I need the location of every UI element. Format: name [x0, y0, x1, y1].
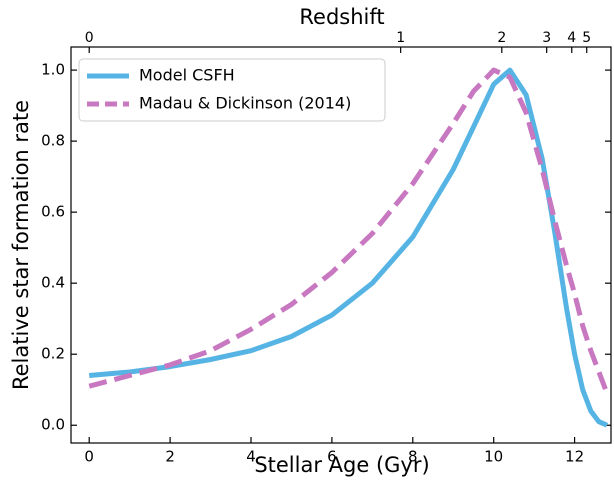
x-tick-label: 0 [84, 448, 94, 466]
x-tick-label: 6 [327, 448, 337, 466]
x-tick-label: 4 [246, 448, 256, 466]
x-tick-label: 8 [408, 448, 418, 466]
y-axis-label: Relative star formation rate [9, 100, 33, 390]
x-tick-label: 12 [565, 448, 584, 466]
y-tick-label: 0.4 [41, 274, 65, 292]
x2-tick-label: 1 [396, 30, 405, 46]
x-tick-label: 2 [165, 448, 175, 466]
plot-frame [70, 46, 612, 444]
x2-tick-label: 0 [85, 30, 94, 46]
x-tick-label: 10 [484, 448, 503, 466]
x2-axis-label: Redshift [299, 5, 384, 29]
y-tick-label: 0.8 [41, 132, 65, 150]
y-tick-label: 0.6 [41, 203, 65, 221]
y-tick-label: 0.2 [41, 345, 65, 363]
x2-tick-label: 3 [542, 30, 551, 46]
legend-box [78, 58, 386, 122]
x2-tick-label: 2 [497, 30, 506, 46]
x2-tick-label: 5 [582, 30, 591, 46]
y-tick-label: 1.0 [41, 61, 65, 79]
legend-label: Model CSFH [139, 66, 235, 85]
x2-tick-label: 4 [567, 30, 576, 46]
series-line [88, 67, 608, 428]
y-tick-label: 0.0 [41, 416, 65, 434]
series-line [88, 67, 610, 395]
x-axis-label: Stellar Age (Gyr) [254, 453, 429, 477]
legend-label: Madau & Dickinson (2014) [139, 94, 351, 113]
